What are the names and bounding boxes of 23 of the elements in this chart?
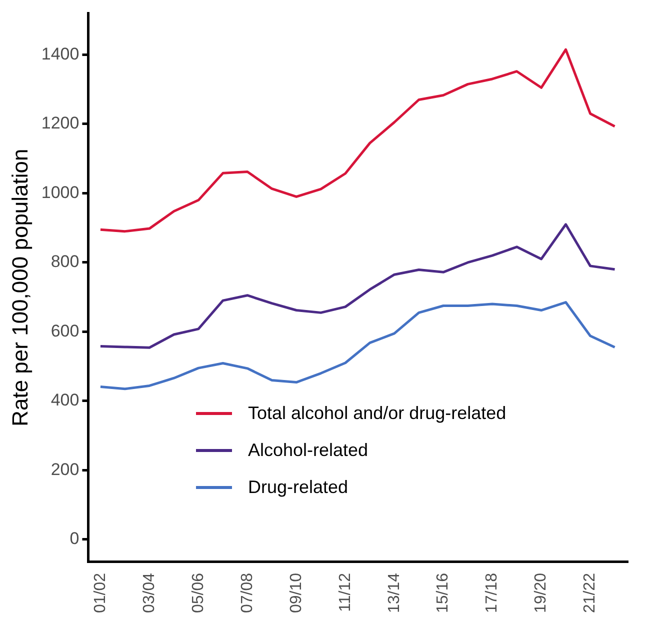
- x-tick-label: 17/18: [484, 572, 501, 614]
- x-tick-label: 09/10: [288, 572, 305, 614]
- x-tick-label: 19/20: [532, 572, 550, 614]
- y-tick-label: 600: [50, 321, 80, 340]
- x-tick-label: 03/04: [140, 572, 158, 614]
- y-tick-label: 400: [50, 390, 80, 410]
- y-tick-label: 1200: [41, 114, 80, 133]
- legend-label: Alcohol-related: [248, 440, 368, 460]
- x-tick-label: 21/22: [582, 572, 599, 614]
- legend-label: Drug-related: [248, 476, 348, 498]
- y-axis-title: Rate per 100,000 population: [7, 148, 32, 426]
- x-tick-label: 07/08: [238, 572, 256, 614]
- y-tick-label: 200: [50, 460, 80, 479]
- x-tick-label: 01/02: [92, 572, 109, 614]
- x-tick-label: 05/06: [190, 572, 207, 614]
- y-tick-label: 0: [70, 529, 80, 548]
- x-tick-label: 15/16: [434, 572, 452, 614]
- x-tick-label: 11/12: [336, 572, 354, 612]
- x-tick-label: 13/14: [386, 572, 403, 614]
- y-tick-label: 800: [50, 252, 80, 272]
- y-tick-label: 1400: [41, 44, 80, 64]
- legend-label: Total alcohol and/or drug-related: [248, 402, 506, 424]
- y-tick-label: 1000: [41, 182, 80, 202]
